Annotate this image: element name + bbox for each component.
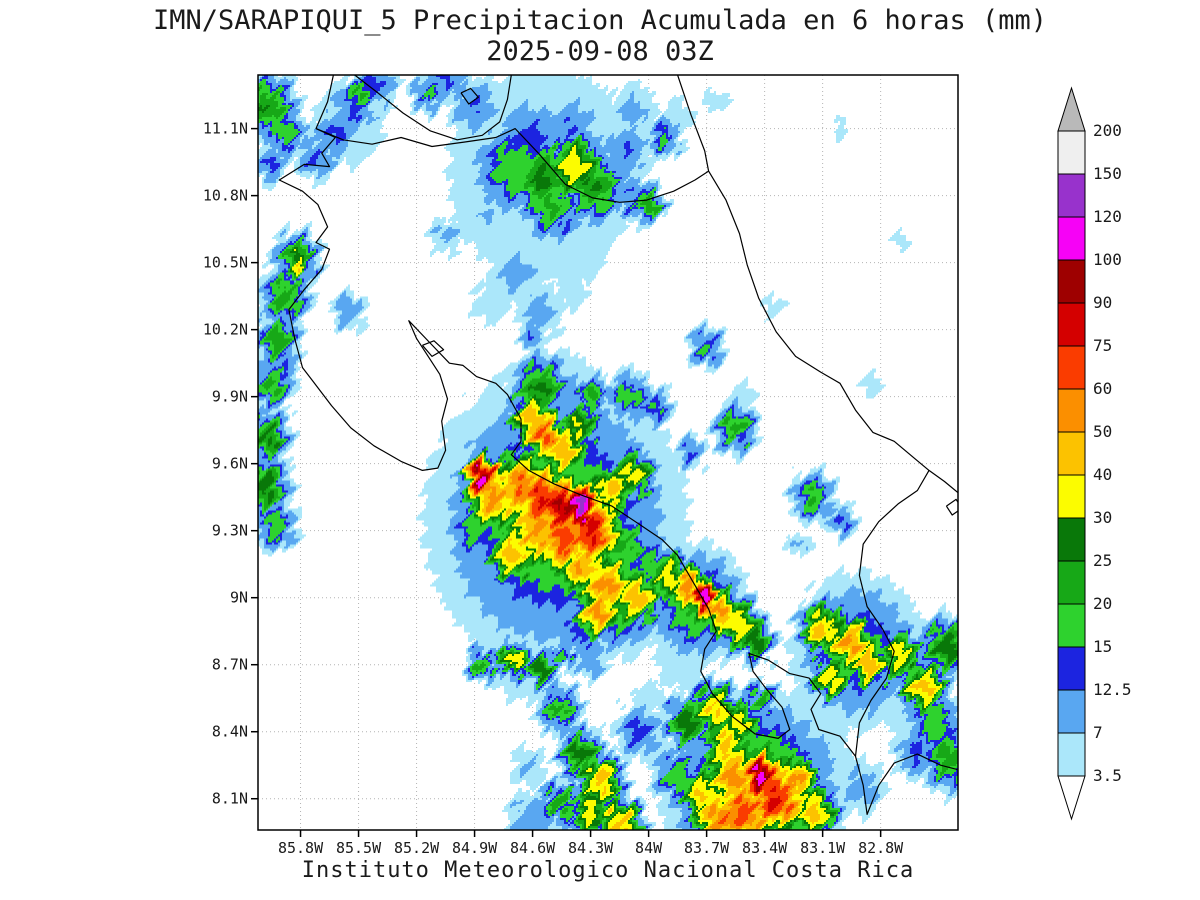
y-tick-label: 9.9N bbox=[212, 388, 248, 406]
x-tick-label: 84.3W bbox=[568, 839, 614, 857]
colorbar-band bbox=[1057, 388, 1086, 433]
x-tick-label: 83.4W bbox=[742, 839, 788, 857]
colorbar-tick-label: 40 bbox=[1093, 465, 1112, 484]
y-tick-label: 10.8N bbox=[203, 187, 248, 205]
y-tick-label: 9.6N bbox=[212, 455, 248, 473]
y-tick-label: 9.3N bbox=[212, 522, 248, 540]
x-tick-label: 82.8W bbox=[858, 839, 904, 857]
colorbar-band bbox=[1057, 259, 1086, 304]
colorbar-band bbox=[1057, 302, 1086, 347]
colorbar-band bbox=[1057, 603, 1086, 648]
chart-subtitle: 2025-09-08 03Z bbox=[486, 36, 714, 67]
colorbar-band bbox=[1057, 474, 1086, 519]
y-tick-label: 11.1N bbox=[203, 120, 248, 138]
colorbar-tick-label: 200 bbox=[1093, 121, 1122, 140]
colorbar-band bbox=[1057, 646, 1086, 691]
y-tick-label: 10.5N bbox=[203, 254, 248, 272]
colorbar-tick-label: 100 bbox=[1093, 250, 1122, 269]
colorbar-band bbox=[1057, 689, 1086, 734]
y-tick-label: 8.7N bbox=[212, 656, 248, 674]
y-tick-label: 8.1N bbox=[212, 790, 248, 808]
colorbar-band bbox=[1057, 560, 1086, 605]
colorbar-tick-label: 120 bbox=[1093, 207, 1122, 226]
colorbar-tick-label: 25 bbox=[1093, 551, 1112, 570]
colorbar-tick-label: 12.5 bbox=[1093, 680, 1132, 699]
colorbar-band bbox=[1057, 130, 1086, 175]
y-tick-label: 9N bbox=[230, 589, 248, 607]
chart-title: IMN/SARAPIQUI_5 Precipitacion Acumulada … bbox=[152, 5, 1048, 36]
colorbar-tick-label: 30 bbox=[1093, 508, 1112, 527]
x-tick-label: 84W bbox=[635, 839, 663, 857]
colorbar-band bbox=[1057, 216, 1086, 261]
colorbar-band bbox=[1057, 345, 1086, 390]
precipitation-field-canvas bbox=[258, 75, 958, 830]
colorbar-tick-label: 15 bbox=[1093, 637, 1112, 656]
colorbar-below-arrow bbox=[1057, 775, 1086, 821]
colorbar-tick-label: 50 bbox=[1093, 422, 1112, 441]
colorbar-band bbox=[1057, 431, 1086, 476]
colorbar-tick-label: 75 bbox=[1093, 336, 1112, 355]
y-tick-label: 8.4N bbox=[212, 723, 248, 741]
x-tick-label: 85.8W bbox=[278, 839, 324, 857]
colorbar-tick-label: 150 bbox=[1093, 164, 1122, 183]
x-tick-label: 84.6W bbox=[510, 839, 556, 857]
x-tick-label: 85.5W bbox=[336, 839, 382, 857]
credit-footer: Instituto Meteorologico Nacional Costa R… bbox=[301, 858, 915, 883]
colorbar-tick-label: 60 bbox=[1093, 379, 1112, 398]
colorbar-tick-label: 20 bbox=[1093, 594, 1112, 613]
y-tick-label: 10.2N bbox=[203, 321, 248, 339]
x-tick-label: 85.2W bbox=[394, 839, 440, 857]
colorbar-band bbox=[1057, 517, 1086, 562]
colorbar-tick-label: 3.5 bbox=[1093, 766, 1122, 785]
colorbar-band bbox=[1057, 173, 1086, 218]
x-tick-label: 83.1W bbox=[800, 839, 846, 857]
colorbar-tick-label: 7 bbox=[1093, 723, 1103, 742]
colorbar-band bbox=[1057, 732, 1086, 777]
x-tick-label: 83.7W bbox=[684, 839, 730, 857]
colorbar: 3.5 7 12.5 15 20 25 30 40 50 60 75 90 100 120 150 200 bbox=[1057, 86, 1132, 821]
colorbar-above-arrow bbox=[1057, 86, 1086, 132]
colorbar-tick-label: 90 bbox=[1093, 293, 1112, 312]
x-tick-label: 84.9W bbox=[452, 839, 498, 857]
